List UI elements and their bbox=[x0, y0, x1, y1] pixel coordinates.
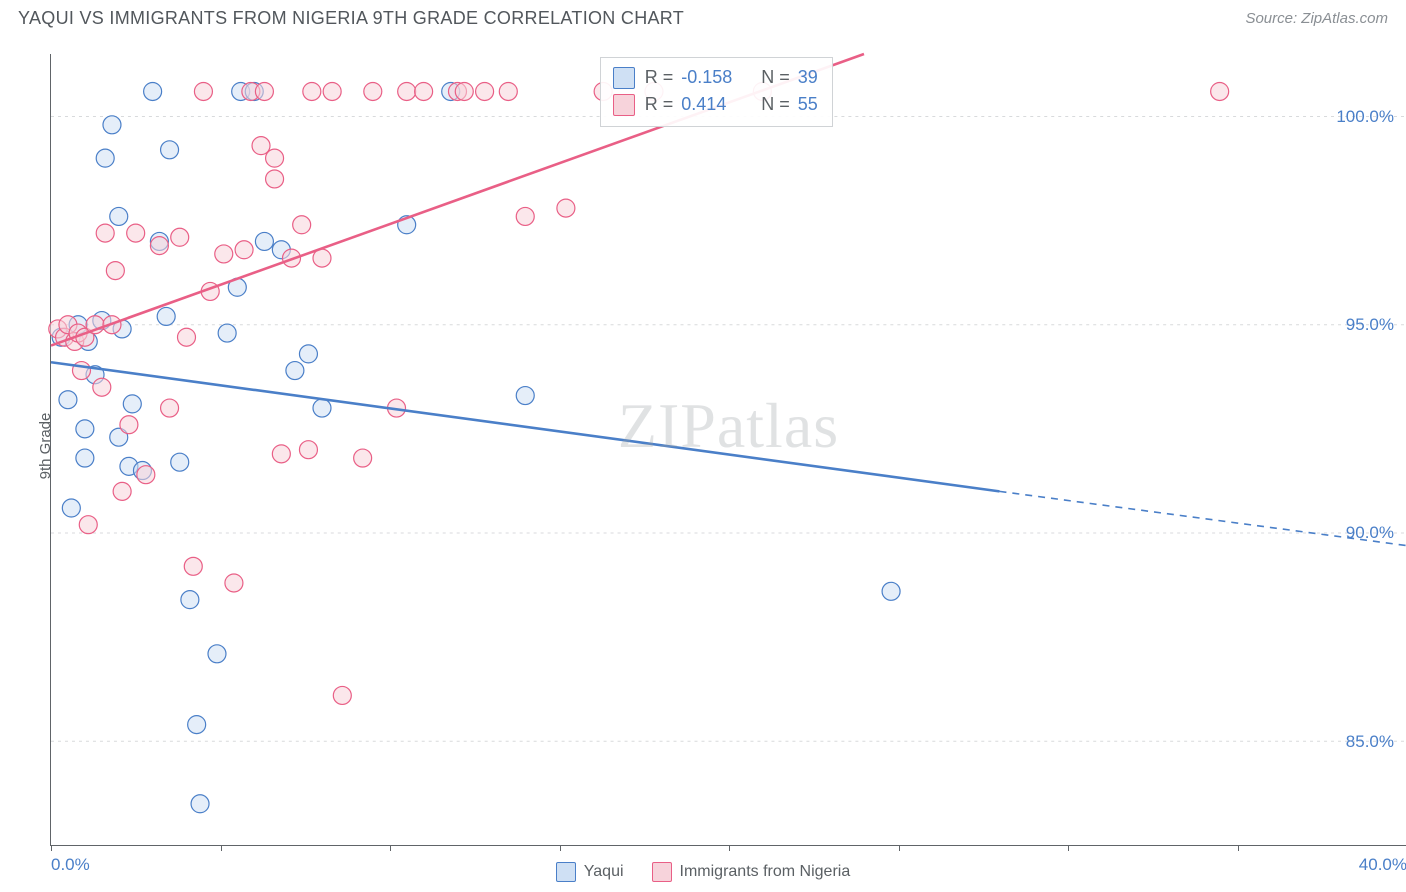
swatch-icon bbox=[613, 67, 635, 89]
info-row-yaqui: R = -0.158 N = 39 bbox=[613, 64, 818, 91]
scatter-point-yaqui bbox=[62, 499, 80, 517]
scatter-point-nigeria bbox=[194, 82, 212, 100]
n-label: N = bbox=[751, 64, 790, 91]
scatter-point-nigeria bbox=[150, 237, 168, 255]
scatter-point-nigeria bbox=[557, 199, 575, 217]
y-tick-label: 90.0% bbox=[1346, 523, 1394, 543]
scatter-point-nigeria bbox=[120, 416, 138, 434]
scatter-point-yaqui bbox=[103, 116, 121, 134]
scatter-point-nigeria bbox=[272, 445, 290, 463]
x-tick-mark bbox=[390, 845, 391, 851]
scatter-point-yaqui bbox=[313, 399, 331, 417]
chart-plot-area: ZIPatlas R =-0.158 N = 39R =0.414 N = 55… bbox=[50, 54, 1406, 846]
chart-title: YAQUI VS IMMIGRANTS FROM NIGERIA 9TH GRA… bbox=[18, 8, 684, 29]
scatter-point-yaqui bbox=[76, 449, 94, 467]
legend-item: Yaqui bbox=[556, 862, 624, 882]
scatter-point-yaqui bbox=[299, 345, 317, 363]
scatter-point-nigeria bbox=[354, 449, 372, 467]
scatter-point-yaqui bbox=[188, 716, 206, 734]
scatter-point-yaqui bbox=[882, 582, 900, 600]
scatter-point-nigeria bbox=[255, 82, 273, 100]
scatter-point-yaqui bbox=[157, 307, 175, 325]
scatter-point-nigeria bbox=[299, 441, 317, 459]
scatter-point-nigeria bbox=[415, 82, 433, 100]
legend-label: Immigrants from Nigeria bbox=[680, 863, 851, 881]
scatter-point-yaqui bbox=[191, 795, 209, 813]
scatter-point-yaqui bbox=[181, 591, 199, 609]
x-tick-mark bbox=[1238, 845, 1239, 851]
swatch-icon bbox=[556, 862, 576, 882]
r-label: R = bbox=[645, 91, 674, 118]
scatter-point-nigeria bbox=[79, 516, 97, 534]
scatter-point-nigeria bbox=[235, 241, 253, 259]
r-value: -0.158 bbox=[681, 64, 743, 91]
regression-line-yaqui bbox=[51, 362, 999, 491]
scatter-point-nigeria bbox=[106, 262, 124, 280]
swatch-icon bbox=[613, 94, 635, 116]
scatter-point-nigeria bbox=[398, 82, 416, 100]
n-label: N = bbox=[751, 91, 790, 118]
scatter-point-nigeria bbox=[476, 82, 494, 100]
correlation-info-box: R = -0.158 N = 39 R = 0.414 N = 55 bbox=[600, 57, 833, 127]
n-value: 39 bbox=[798, 64, 818, 91]
scatter-point-yaqui bbox=[286, 362, 304, 380]
scatter-point-nigeria bbox=[113, 482, 131, 500]
scatter-point-nigeria bbox=[1211, 82, 1229, 100]
x-tick-mark bbox=[729, 845, 730, 851]
scatter-point-nigeria bbox=[184, 557, 202, 575]
scatter-point-yaqui bbox=[218, 324, 236, 342]
y-tick-label: 100.0% bbox=[1336, 107, 1394, 127]
info-row-nigeria: R = 0.414 N = 55 bbox=[613, 91, 818, 118]
scatter-point-nigeria bbox=[323, 82, 341, 100]
scatter-point-nigeria bbox=[161, 399, 179, 417]
x-tick-mark bbox=[560, 845, 561, 851]
chart-header: YAQUI VS IMMIGRANTS FROM NIGERIA 9TH GRA… bbox=[0, 0, 1406, 33]
scatter-point-nigeria bbox=[178, 328, 196, 346]
scatter-point-yaqui bbox=[59, 391, 77, 409]
scatter-point-yaqui bbox=[255, 232, 273, 250]
x-tick-mark bbox=[1068, 845, 1069, 851]
scatter-point-nigeria bbox=[516, 207, 534, 225]
scatter-point-yaqui bbox=[144, 82, 162, 100]
scatter-point-nigeria bbox=[455, 82, 473, 100]
scatter-point-nigeria bbox=[96, 224, 114, 242]
r-label: R = bbox=[645, 64, 674, 91]
scatter-point-nigeria bbox=[333, 686, 351, 704]
scatter-point-yaqui bbox=[110, 207, 128, 225]
scatter-point-nigeria bbox=[127, 224, 145, 242]
y-tick-label: 95.0% bbox=[1346, 315, 1394, 335]
scatter-point-nigeria bbox=[137, 466, 155, 484]
scatter-point-nigeria bbox=[293, 216, 311, 234]
scatter-point-nigeria bbox=[266, 170, 284, 188]
x-tick-mark bbox=[221, 845, 222, 851]
scatter-point-yaqui bbox=[161, 141, 179, 159]
x-tick-mark bbox=[51, 845, 52, 851]
scatter-point-nigeria bbox=[266, 149, 284, 167]
legend-bottom: Yaqui Immigrants from Nigeria bbox=[0, 862, 1406, 882]
swatch-icon bbox=[652, 862, 672, 882]
scatter-point-yaqui bbox=[123, 395, 141, 413]
scatter-point-yaqui bbox=[208, 645, 226, 663]
scatter-point-nigeria bbox=[171, 228, 189, 246]
scatter-point-nigeria bbox=[225, 574, 243, 592]
scatter-point-nigeria bbox=[215, 245, 233, 263]
scatter-point-yaqui bbox=[96, 149, 114, 167]
y-tick-label: 85.0% bbox=[1346, 732, 1394, 752]
source-attribution: Source: ZipAtlas.com bbox=[1245, 10, 1388, 27]
scatter-point-yaqui bbox=[76, 420, 94, 438]
scatter-point-nigeria bbox=[303, 82, 321, 100]
scatter-point-yaqui bbox=[171, 453, 189, 471]
n-value: 55 bbox=[798, 91, 818, 118]
legend-item: Immigrants from Nigeria bbox=[652, 862, 851, 882]
scatter-point-yaqui bbox=[516, 387, 534, 405]
scatter-point-nigeria bbox=[499, 82, 517, 100]
scatter-point-nigeria bbox=[364, 82, 382, 100]
x-tick-mark bbox=[899, 845, 900, 851]
scatter-point-nigeria bbox=[93, 378, 111, 396]
r-value: 0.414 bbox=[681, 91, 743, 118]
legend-label: Yaqui bbox=[584, 863, 624, 881]
scatter-plot-svg bbox=[51, 54, 1406, 845]
